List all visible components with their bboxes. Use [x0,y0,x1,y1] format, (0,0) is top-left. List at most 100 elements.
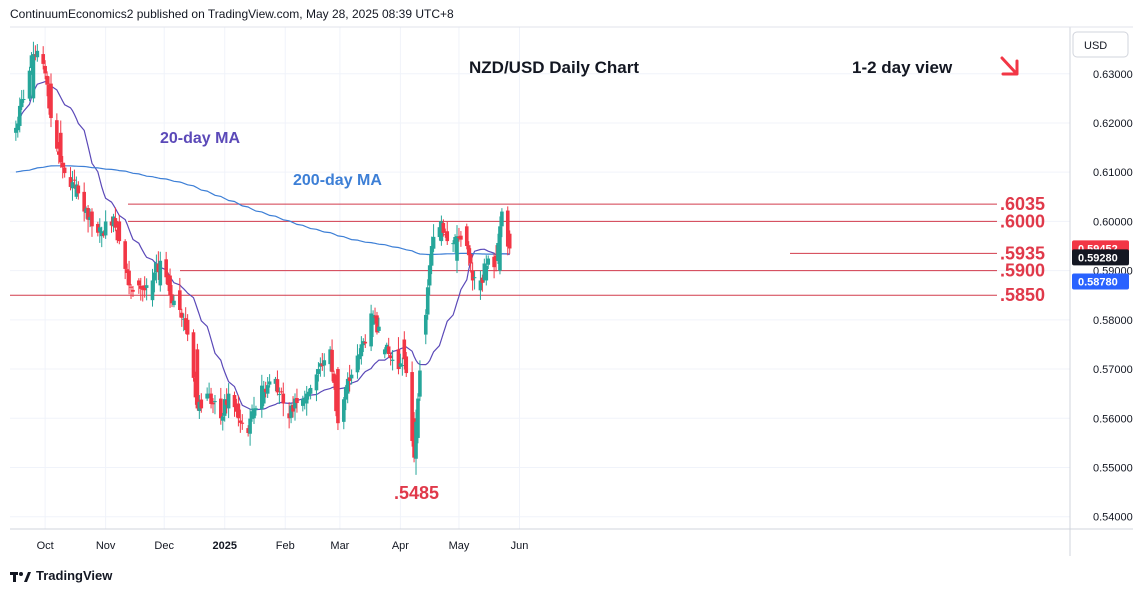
candle-up[interactable] [289,403,293,424]
candle-up[interactable] [418,360,422,401]
candle-up[interactable] [322,353,327,377]
candle-up[interactable] [484,255,489,286]
candle-down[interactable] [263,381,268,398]
candle-up[interactable] [16,116,20,138]
candle-down[interactable] [113,207,118,232]
candle-down[interactable] [58,120,63,168]
candle-up[interactable] [277,387,282,405]
candle-up[interactable] [150,268,155,307]
candle-down[interactable] [142,276,147,298]
candle-down[interactable] [459,231,463,247]
candle-down[interactable] [295,388,299,413]
candle-up[interactable] [478,270,483,300]
candle-up[interactable] [328,346,332,372]
tradingview-footer[interactable]: TradingView [10,568,112,583]
candle-down[interactable] [86,205,90,233]
candle-up[interactable] [341,396,346,430]
candle-up[interactable] [414,409,418,475]
candle-up[interactable] [99,226,104,248]
candle-down[interactable] [41,46,45,70]
candle-up[interactable] [369,304,373,352]
candle-up[interactable] [158,251,163,292]
candle-up[interactable] [197,394,202,419]
candle-up[interactable] [267,374,272,388]
candle-down[interactable] [109,216,114,233]
candle-up[interactable] [343,384,348,411]
candle-up[interactable] [97,218,102,243]
candle-down[interactable] [191,329,196,382]
candle-up[interactable] [425,279,430,320]
candle-down[interactable] [164,251,168,285]
candle-up[interactable] [498,216,502,275]
candle-down[interactable] [224,388,229,414]
candle-up[interactable] [384,342,389,353]
candle-down[interactable] [332,370,336,390]
candle-down[interactable] [492,253,496,279]
candle-down[interactable] [457,227,461,242]
candle-up[interactable] [416,393,420,444]
candle-up[interactable] [213,394,217,415]
candle-down[interactable] [443,228,448,238]
candle-up[interactable] [496,233,500,264]
candle-up[interactable] [431,224,436,252]
candle-up[interactable] [70,170,75,201]
candle-down[interactable] [131,285,135,298]
candle-up[interactable] [355,344,360,379]
candle-down[interactable] [140,285,145,302]
candle-up[interactable] [84,206,88,219]
candle-up[interactable] [306,388,311,400]
candle-down[interactable] [375,311,379,335]
candle-down[interactable] [199,393,204,413]
candle-up[interactable] [482,258,487,283]
candle-up[interactable] [181,313,186,332]
candle-up[interactable] [29,52,34,75]
candle-down[interactable] [320,353,325,371]
candle-up[interactable] [35,44,40,62]
candle-up[interactable] [398,353,403,369]
candle-up[interactable] [248,408,252,446]
candle-down[interactable] [185,314,190,342]
candle-up[interactable] [31,41,36,103]
candle-up[interactable] [318,357,323,377]
candle-down[interactable] [287,402,291,429]
candle-down[interactable] [279,387,284,394]
candle-up[interactable] [500,208,504,238]
candle-up[interactable] [74,176,79,200]
candle-up[interactable] [88,208,92,228]
candle-up[interactable] [261,380,266,407]
candle-down[interactable] [494,245,498,272]
candle-down[interactable] [195,343,200,411]
candle-up[interactable] [14,120,18,141]
candle-down[interactable] [388,352,393,366]
candle-down[interactable] [183,307,188,334]
candle-down[interactable] [234,398,239,418]
candle-down[interactable] [281,382,286,417]
candle-down[interactable] [193,371,198,405]
candle-down[interactable] [96,221,100,237]
candle-down[interactable] [404,351,409,377]
candle-down[interactable] [43,60,47,80]
candle-down[interactable] [468,248,473,273]
candle-up[interactable] [390,350,395,371]
candle-up[interactable] [254,405,258,416]
candle-down[interactable] [168,268,172,308]
candle-down[interactable] [125,263,129,286]
candle-down[interactable] [240,414,245,430]
candle-up[interactable] [301,395,305,412]
candle-down[interactable] [101,230,106,238]
candle-up[interactable] [222,394,227,422]
candle-up[interactable] [427,254,432,296]
candle-down[interactable] [238,409,243,433]
candle-up[interactable] [111,213,116,233]
candle-down[interactable] [60,155,65,179]
candle-down[interactable] [445,221,450,245]
candle-down[interactable] [470,262,475,291]
candle-up[interactable] [260,374,264,418]
candle-up[interactable] [152,262,157,293]
candle-up[interactable] [423,309,428,345]
candle-up[interactable] [226,383,231,419]
candle-up[interactable] [304,385,309,416]
candle-down[interactable] [55,113,59,152]
candle-down[interactable] [117,215,122,245]
